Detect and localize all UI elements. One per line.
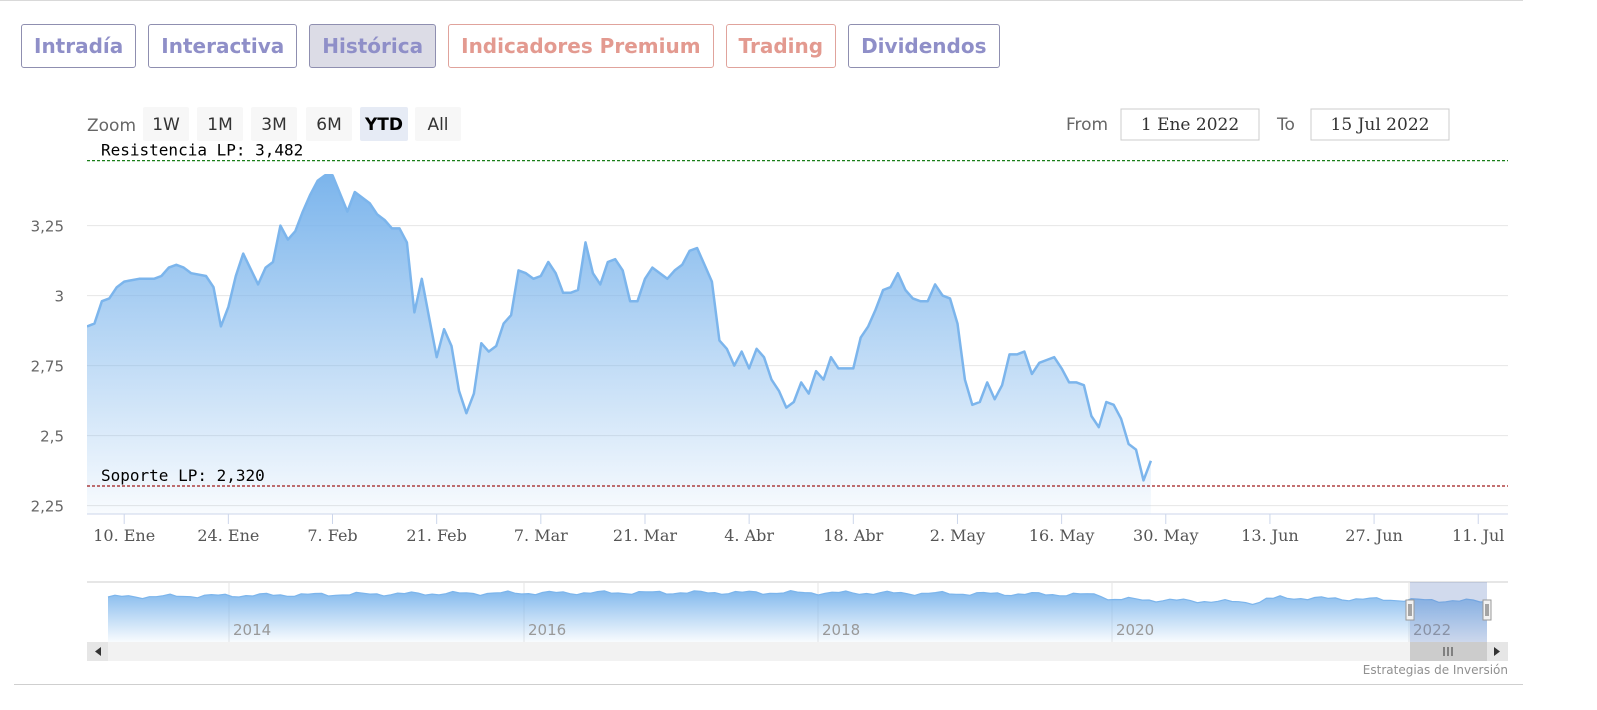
navigator-handle-left[interactable] xyxy=(1405,599,1415,621)
navigator-year-label: 2018 xyxy=(822,621,860,639)
x-tick-label: 13. Jun xyxy=(1241,526,1299,545)
zoom-button-1w[interactable] xyxy=(143,107,189,141)
zoom-button-1m[interactable] xyxy=(197,107,243,141)
navigator-area xyxy=(108,590,1487,642)
x-tick-label: 16. May xyxy=(1029,526,1095,545)
x-tick-label: 7. Mar xyxy=(514,526,568,545)
zoom-button-label: YTD xyxy=(364,115,403,135)
x-tick-label: 2. May xyxy=(930,526,985,545)
tab-hist-rica[interactable]: Histórica xyxy=(309,24,437,68)
zoom-button-ytd[interactable] xyxy=(360,107,408,141)
x-tick-label: 18. Abr xyxy=(823,526,883,545)
range-from-label: From xyxy=(1066,115,1108,135)
range-from-value: 1 Ene 2022 xyxy=(1141,115,1239,135)
y-axis: 2,25 2,5 2,75 3 3,25 xyxy=(31,218,64,516)
reference-lines: Resistencia LP: 3,482 Soporte LP: 2,320 xyxy=(87,141,1508,487)
x-tick-label: 10. Ene xyxy=(93,526,155,545)
scroll-right-arrow-icon xyxy=(1494,647,1500,656)
x-tick-label: 21. Feb xyxy=(406,526,466,545)
range-to-label: To xyxy=(1276,115,1295,135)
zoom-button-label: 6M xyxy=(316,115,341,135)
tab-indicadores-premium[interactable]: Indicadores Premium xyxy=(448,24,714,68)
x-tick-label: 27. Jun xyxy=(1345,526,1403,545)
navigator-handle-right[interactable] xyxy=(1482,599,1492,621)
top-divider xyxy=(0,0,1523,1)
y-tick-label: 2,5 xyxy=(40,428,64,446)
range-to-value: 15 Jul 2022 xyxy=(1331,115,1430,135)
x-tick-label: 4. Abr xyxy=(724,526,774,545)
navigator-year-label: 2022 xyxy=(1413,621,1451,639)
bottom-divider xyxy=(14,684,1523,685)
price-line xyxy=(87,173,1153,482)
navigator-year-label: 2014 xyxy=(233,621,271,639)
y-tick-label: 3,25 xyxy=(31,218,64,236)
zoom-button-label: All xyxy=(427,115,448,135)
y-tick-label: 2,25 xyxy=(31,498,64,516)
range-to-input[interactable] xyxy=(1310,108,1450,141)
zoom-buttons: 1W 1M 3M 6M YTD All xyxy=(143,107,461,141)
range-from-input[interactable] xyxy=(1120,108,1260,141)
x-tick-label: 30. May xyxy=(1133,526,1199,545)
tab-trading[interactable]: Trading xyxy=(725,24,837,68)
navigator-selection[interactable] xyxy=(1410,582,1487,642)
price-series xyxy=(87,173,1153,514)
zoom-button-all[interactable] xyxy=(415,107,461,141)
zoom-label: Zoom xyxy=(87,116,136,136)
scrollbar-track[interactable] xyxy=(87,642,1508,661)
resistance-label: Resistencia LP: 3,482 xyxy=(101,141,303,160)
tab-bar: Intradía Interactiva Histórica Indicadores … xyxy=(21,24,1012,68)
credit-text: Estrategias de Inversión xyxy=(1362,663,1508,677)
navigator-year-label: 2020 xyxy=(1116,621,1154,639)
tab-interactiva[interactable]: Interactiva xyxy=(148,24,298,68)
support-label: Soporte LP: 2,320 xyxy=(101,466,265,485)
y-tick-label: 3 xyxy=(54,288,64,306)
x-tick-label: 11. Jul xyxy=(1452,526,1504,545)
zoom-button-label: 1M xyxy=(207,115,232,135)
x-tick-label: 21. Mar xyxy=(613,526,677,545)
zoom-button-6m[interactable] xyxy=(306,107,352,141)
zoom-button-3m[interactable] xyxy=(251,107,297,141)
zoom-button-label: 1W xyxy=(152,115,180,135)
y-tick-label: 2,75 xyxy=(31,358,64,376)
x-tick-label: 24. Ene xyxy=(197,526,259,545)
scroll-left-arrow-icon xyxy=(95,647,101,656)
tab-dividendos[interactable]: Dividendos xyxy=(848,24,1000,68)
zoom-button-label: 3M xyxy=(261,115,286,135)
price-area xyxy=(87,175,1151,514)
navigator-line xyxy=(107,589,1488,606)
navigator[interactable]: 2014 2016 2018 2020 2022 xyxy=(87,581,1508,661)
tab-intrad-a[interactable]: Intradía xyxy=(21,24,137,68)
x-tick-label: 7. Feb xyxy=(307,526,357,545)
x-axis: 10. Ene 24. Ene 7. Feb 21. Feb 7. Mar 21. Mar… xyxy=(93,514,1504,545)
navigator-year-label: 2016 xyxy=(528,621,566,639)
